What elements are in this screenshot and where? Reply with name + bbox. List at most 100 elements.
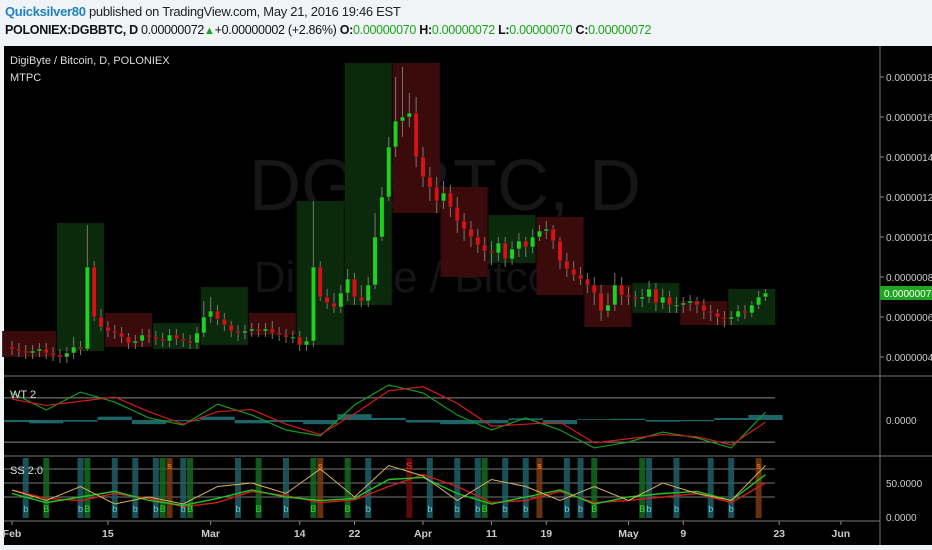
- wt-histogram-bar: [166, 420, 201, 422]
- time-axis[interactable]: Feb 15 Mar 14 22 Apr 11 19 May 9 23 Jun: [3, 521, 851, 540]
- candle-up: [612, 284, 618, 306]
- candle-down: [694, 300, 700, 306]
- ss-signal-label: s: [167, 461, 172, 471]
- ss-signal-bar: [481, 458, 488, 518]
- wt-pane: [4, 384, 783, 449]
- ss-signal-bar: [187, 458, 194, 518]
- ss-signal-label: b: [503, 504, 508, 514]
- candle-down: [98, 316, 104, 328]
- ss-signal-bar: [536, 458, 543, 518]
- time-tick-label: 14: [294, 528, 306, 540]
- ss-signal-label: b: [455, 504, 460, 514]
- low-value: 0.00000070: [509, 23, 573, 37]
- candle-down: [564, 260, 570, 270]
- wt-histogram-bar: [748, 415, 783, 420]
- last-price-tag-label: 0.00000072: [884, 289, 932, 300]
- ss-signal-label: b: [523, 504, 528, 514]
- candle-down: [119, 332, 125, 338]
- ss-signal-label: b: [729, 504, 734, 514]
- candle-up: [167, 334, 172, 342]
- wt-histogram-bar: [200, 416, 235, 420]
- candle-up: [290, 336, 296, 339]
- ss-signal-bar: [522, 458, 529, 518]
- candle-up: [646, 288, 652, 298]
- ss-signal-label: b: [153, 504, 158, 514]
- wt-axis-label: 0.0000: [886, 416, 917, 427]
- wt-histogram-bar: [303, 420, 338, 425]
- candle-down: [91, 266, 97, 318]
- candle-down: [215, 310, 220, 320]
- candle-up: [242, 330, 248, 334]
- last-price-tag: [880, 286, 932, 300]
- candle-down: [50, 352, 56, 356]
- ss-signal-bar: [283, 458, 289, 518]
- candle-up: [406, 112, 412, 118]
- time-tick-label: 23: [773, 528, 785, 540]
- candle-up: [139, 334, 145, 342]
- time-tick-label: 9: [680, 528, 686, 540]
- wt-histogram-bar: [234, 420, 269, 424]
- candle-up: [208, 310, 214, 318]
- candle-up: [687, 300, 693, 304]
- candle-up: [263, 328, 268, 332]
- time-tick-label: Mar: [201, 528, 220, 540]
- candle-up: [660, 296, 666, 304]
- candle-down: [256, 328, 261, 332]
- ss-signal-bar: [152, 458, 159, 518]
- candle-down: [317, 266, 323, 298]
- candle-up: [132, 340, 138, 344]
- wt-histogram-bar: [97, 416, 132, 420]
- indicator-label-wt[interactable]: WT 2: [10, 389, 36, 401]
- candle-up: [728, 316, 734, 320]
- candle-up: [84, 266, 90, 350]
- ss-signal-label: b: [112, 504, 117, 514]
- wt-histogram-bar: [679, 420, 715, 422]
- candle-up: [365, 284, 371, 302]
- close-label: C:: [575, 23, 589, 37]
- candle-down: [187, 340, 193, 344]
- candle-up: [71, 346, 77, 354]
- ss-signal-bar: [255, 458, 262, 518]
- indicator-label-mtpc[interactable]: MTPC: [10, 72, 41, 84]
- candle-up: [537, 230, 542, 238]
- ss-signal-label: B: [482, 504, 488, 514]
- time-tick-label: Jun: [832, 528, 851, 540]
- candle-down: [523, 240, 529, 248]
- ss-signal-bar: [406, 458, 413, 518]
- candle-down: [78, 346, 83, 350]
- indicator-label-ss[interactable]: SS 2.0: [10, 465, 43, 477]
- candle-down: [550, 228, 556, 242]
- ss-signal-label: s: [318, 461, 323, 471]
- ss-signal-bar: [43, 458, 50, 518]
- candle-up: [639, 296, 645, 300]
- candle-down: [653, 288, 659, 304]
- author-link[interactable]: Quicksilver80: [5, 4, 86, 19]
- ss-signal-bar: [77, 458, 84, 518]
- zone-up: [56, 223, 105, 351]
- candle-down: [448, 192, 453, 208]
- ss-signal-bar: [317, 458, 324, 518]
- high-label: H:: [419, 23, 432, 37]
- candle-up: [495, 242, 501, 254]
- ss-signal-label: b: [283, 504, 288, 514]
- candle-up: [249, 328, 255, 332]
- zone-up: [344, 63, 392, 305]
- symbol-label: POLONIEX:DGBBTC, D: [5, 23, 138, 37]
- candle-down: [331, 302, 337, 308]
- candle-down: [619, 284, 625, 296]
- ss-signal-bar: [426, 458, 433, 518]
- ss-signal-bar: [707, 458, 714, 518]
- ss-signal-bar: [132, 458, 139, 518]
- time-tick-label: 22: [349, 528, 361, 540]
- ss-signal-label: b: [647, 504, 652, 514]
- wt-histogram-bar: [611, 418, 646, 420]
- ss-signal-bar: [563, 458, 570, 518]
- wt2-line: [11, 386, 766, 446]
- wt-histogram-bar: [268, 420, 304, 423]
- candle-up: [530, 236, 536, 248]
